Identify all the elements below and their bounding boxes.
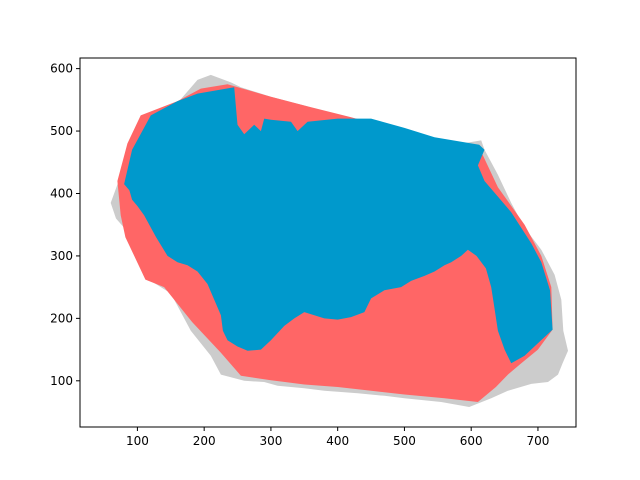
y-tick-label: 500	[50, 124, 73, 138]
y-tick-label: 600	[50, 62, 73, 76]
axes: 100 200 300 400 500 600 700 100 200 300 400 500 600	[50, 57, 577, 448]
plot-area	[110, 74, 568, 408]
x-tick-label: 400	[326, 434, 349, 448]
y-tick-label: 200	[50, 311, 73, 325]
x-tick-label: 100	[126, 434, 149, 448]
axes-frame	[79, 57, 577, 428]
x-tick-label: 500	[393, 434, 416, 448]
x-tick-label: 200	[193, 434, 216, 448]
core-region	[124, 87, 553, 364]
x-tick-label: 600	[460, 434, 483, 448]
y-tick-label: 400	[50, 186, 73, 200]
x-tick-label: 700	[526, 434, 549, 448]
y-tick-label: 100	[50, 374, 73, 388]
x-tick-label: 300	[259, 434, 282, 448]
y-tick-label: 300	[50, 249, 73, 263]
